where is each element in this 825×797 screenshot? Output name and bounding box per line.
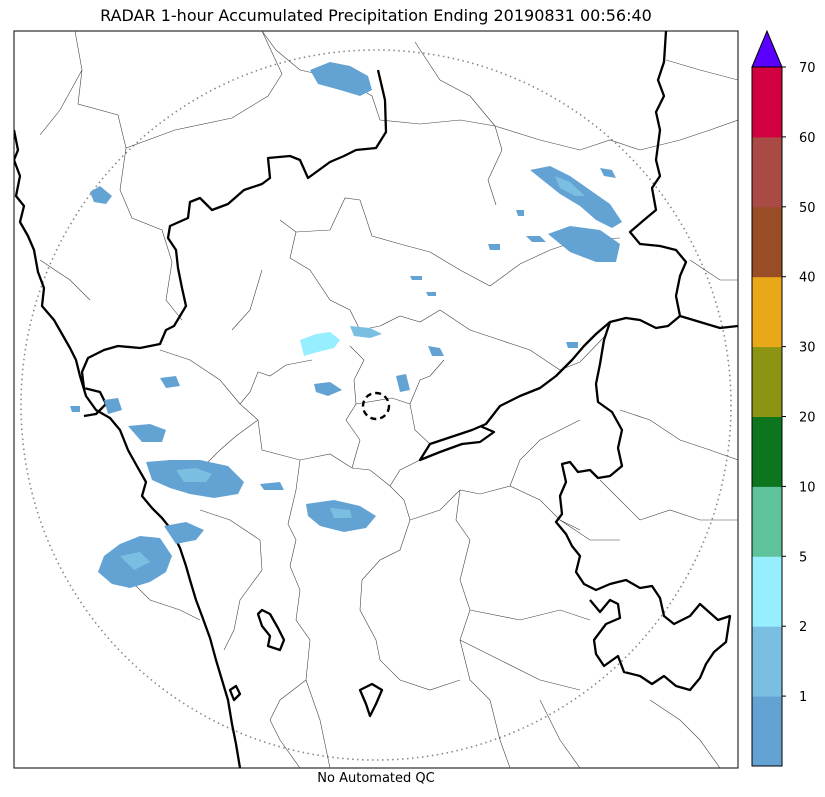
colorbar-tick-label: 30 xyxy=(799,341,816,356)
echo xyxy=(260,482,284,490)
echo xyxy=(314,382,342,396)
echo xyxy=(426,292,436,296)
colorbar-ticks: 1 2 5 10 20 30 40 50 60 70 xyxy=(782,61,816,705)
echo xyxy=(104,398,122,414)
echo xyxy=(160,376,180,388)
echo xyxy=(548,226,620,262)
colorbar-tick-label: 10 xyxy=(799,480,816,495)
colorbar-tick-label: 1 xyxy=(799,690,807,705)
precipitation-echoes xyxy=(70,62,622,588)
echo xyxy=(488,244,500,250)
range-ring xyxy=(20,49,732,761)
colorbar-tick-label: 60 xyxy=(799,131,816,146)
colorbar: 1 2 5 10 20 30 40 50 60 70 xyxy=(751,29,816,767)
colorbar-segment xyxy=(752,67,782,138)
echo xyxy=(176,468,212,482)
colorbar-segment xyxy=(752,696,782,767)
colorbar-segment xyxy=(752,416,782,487)
echo xyxy=(530,166,622,228)
echo xyxy=(396,374,410,392)
colorbar-tick-label: 40 xyxy=(799,271,816,286)
map-content xyxy=(14,31,738,768)
echo xyxy=(70,406,80,412)
colorbar-extend-arrow xyxy=(751,29,783,68)
echo xyxy=(428,346,444,356)
colorbar-tick-label: 20 xyxy=(799,411,816,426)
echo xyxy=(310,62,372,96)
echo xyxy=(555,176,585,196)
qc-note: No Automated QC xyxy=(317,771,435,786)
colorbar-tick-label: 2 xyxy=(799,620,807,635)
echo xyxy=(350,326,382,338)
echo xyxy=(90,186,112,204)
state-borders xyxy=(14,31,738,768)
echo xyxy=(300,332,340,356)
chart-title: RADAR 1-hour Accumulated Precipitation E… xyxy=(100,6,652,25)
colorbar-segments xyxy=(752,67,782,767)
echo xyxy=(526,236,546,242)
colorbar-tick-label: 70 xyxy=(799,61,816,76)
colorbar-tick-label: 50 xyxy=(799,201,816,216)
radar-site-marker xyxy=(361,391,391,421)
colorbar-segment xyxy=(752,486,782,557)
map-frame xyxy=(13,30,739,769)
colorbar-segment xyxy=(752,626,782,697)
colorbar-tick-label: 5 xyxy=(799,550,807,565)
echo xyxy=(516,210,524,216)
echo xyxy=(330,508,352,518)
echo xyxy=(128,424,166,442)
echo xyxy=(120,552,150,570)
echo xyxy=(164,522,204,544)
colorbar-segment xyxy=(752,276,782,348)
colorbar-segment xyxy=(752,556,782,627)
colorbar-segment xyxy=(752,346,782,417)
echo xyxy=(566,342,578,348)
echo xyxy=(410,276,422,280)
echo xyxy=(600,168,616,178)
colorbar-segment xyxy=(752,206,782,278)
colorbar-segment xyxy=(752,136,782,208)
